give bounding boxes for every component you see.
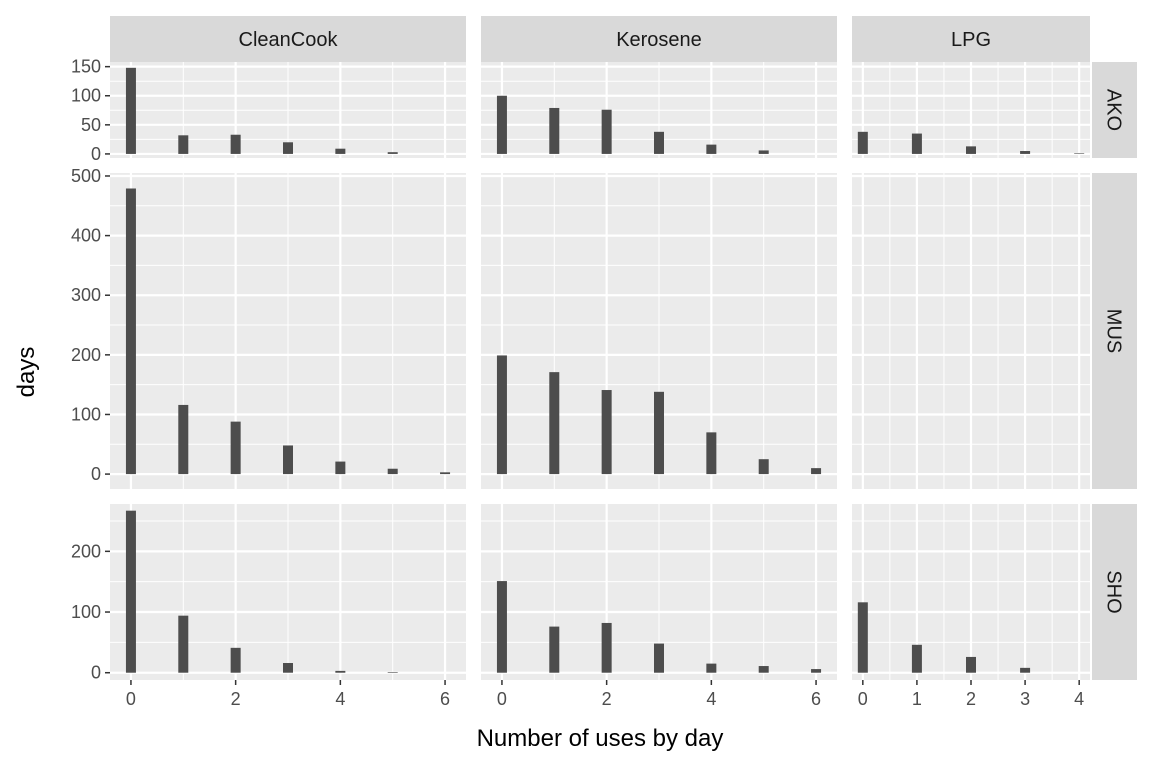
- x-tick-label-kerosene-4: 4: [706, 689, 716, 709]
- bar-sho-lpg-3: [1020, 667, 1031, 673]
- x-tick-label-kerosene-6: 6: [811, 689, 821, 709]
- x-tick-label-kerosene-0: 0: [497, 689, 507, 709]
- bar-sho-cleancook-3: [283, 663, 293, 673]
- x-tick-label-lpg-1: 1: [912, 689, 922, 709]
- bar-sho-kerosene-6: [811, 669, 822, 673]
- bar-ako-lpg-3: [1020, 151, 1031, 154]
- bar-sho-kerosene-1: [549, 626, 560, 673]
- bar-mus-kerosene-5: [758, 459, 769, 475]
- strip-col-label-lpg: LPG: [951, 29, 991, 51]
- x-tick-label-lpg-0: 0: [858, 689, 868, 709]
- panel-sho-cleancook: [110, 504, 466, 680]
- bar-ako-lpg-4: [1074, 153, 1085, 154]
- y-tick-label-mus-200: 200: [71, 345, 101, 365]
- x-tick-label-cleancook-2: 2: [231, 689, 241, 709]
- bar-sho-cleancook-4: [335, 670, 346, 673]
- strip-row-label-ako: AKO: [1103, 89, 1125, 131]
- y-tick-label-sho-0: 0: [91, 663, 101, 683]
- bar-mus-kerosene-1: [549, 372, 560, 475]
- panel-sho-lpg: [852, 504, 1090, 680]
- strip-row-mus: [1092, 173, 1137, 489]
- bar-ako-kerosene-0: [496, 95, 507, 154]
- bar-mus-cleancook-6: [440, 472, 451, 475]
- bar-mus-kerosene-4: [706, 432, 717, 475]
- y-tick-label-sho-200: 200: [71, 541, 101, 561]
- strip-col-lpg: [852, 16, 1090, 62]
- panel-mus-lpg: [852, 173, 1090, 489]
- x-tick-label-lpg-2: 2: [966, 689, 976, 709]
- strip-row-label-sho: SHO: [1103, 570, 1125, 613]
- bar-ako-kerosene-1: [549, 107, 560, 154]
- panel-mus-kerosene: [481, 173, 837, 489]
- x-tick-label-cleancook-4: 4: [335, 689, 345, 709]
- strip-row-label-mus: MUS: [1103, 309, 1125, 353]
- panel-ako-lpg: [852, 62, 1090, 158]
- bar-sho-kerosene-5: [758, 666, 769, 673]
- y-tick-label-ako-150: 150: [71, 57, 101, 77]
- y-tick-label-sho-100: 100: [71, 602, 101, 622]
- strip-col-cleancook: [110, 16, 466, 62]
- bar-ako-lpg-2: [966, 146, 976, 154]
- panel-sho-kerosene: [481, 504, 837, 680]
- bar-mus-cleancook-3: [283, 445, 293, 475]
- bar-sho-kerosene-3: [654, 643, 664, 673]
- bar-ako-cleancook-4: [335, 148, 346, 154]
- panel-mus-cleancook: [110, 173, 466, 489]
- x-tick-label-cleancook-6: 6: [440, 689, 450, 709]
- bar-mus-cleancook-0: [125, 188, 136, 475]
- bar-sho-cleancook-2: [230, 647, 241, 673]
- y-tick-label-mus-0: 0: [91, 464, 101, 484]
- bar-mus-kerosene-2: [601, 390, 612, 475]
- bar-ako-cleancook-0: [125, 67, 136, 154]
- bar-ako-cleancook-3: [283, 142, 293, 154]
- x-tick-label-lpg-4: 4: [1074, 689, 1084, 709]
- x-tick-label-lpg-3: 3: [1020, 689, 1030, 709]
- bar-mus-cleancook-5: [387, 468, 398, 475]
- bar-mus-cleancook-4: [335, 461, 346, 475]
- bar-mus-kerosene-6: [811, 468, 822, 475]
- bar-mus-kerosene-3: [654, 391, 664, 475]
- bar-ako-lpg-1: [911, 133, 922, 154]
- bar-ako-kerosene-3: [654, 131, 664, 154]
- bar-ako-kerosene-2: [601, 109, 612, 154]
- bar-mus-cleancook-2: [230, 421, 241, 475]
- y-tick-label-ako-0: 0: [91, 144, 101, 164]
- bar-sho-lpg-0: [857, 602, 868, 673]
- bar-sho-kerosene-4: [706, 663, 717, 673]
- y-tick-label-mus-300: 300: [71, 285, 101, 305]
- strip-col-label-kerosene: Kerosene: [616, 29, 702, 51]
- bar-ako-lpg-0: [857, 131, 868, 154]
- panel-ako-cleancook: [110, 62, 466, 158]
- y-tick-label-ako-100: 100: [71, 86, 101, 106]
- y-axis-title: days: [13, 347, 40, 398]
- bar-mus-cleancook-1: [178, 404, 189, 475]
- bar-ako-kerosene-4: [706, 144, 717, 154]
- strip-row-ako: [1092, 62, 1137, 158]
- bar-ako-kerosene-5: [758, 150, 769, 154]
- x-tick-label-kerosene-2: 2: [602, 689, 612, 709]
- x-axis-title: Number of uses by day: [477, 725, 724, 752]
- strip-col-kerosene: [481, 16, 837, 62]
- bar-sho-cleancook-1: [178, 615, 189, 673]
- panel-ako-kerosene: [481, 62, 837, 158]
- bar-sho-lpg-2: [966, 656, 976, 673]
- facet-grid: CleanCook Kerosene LPGAKOMUSSHO05010015001…: [71, 16, 1137, 709]
- strip-row-sho: [1092, 504, 1137, 680]
- y-tick-label-ako-50: 50: [81, 115, 101, 135]
- bar-sho-cleancook-5: [387, 672, 398, 673]
- bar-ako-cleancook-2: [230, 134, 241, 154]
- strip-col-label-cleancook: CleanCook: [239, 29, 339, 51]
- bar-sho-kerosene-0: [496, 581, 507, 673]
- y-tick-label-mus-400: 400: [71, 226, 101, 246]
- y-tick-label-mus-100: 100: [71, 404, 101, 424]
- bar-sho-cleancook-0: [125, 510, 136, 673]
- bar-sho-lpg-1: [911, 644, 922, 673]
- bar-sho-kerosene-2: [601, 622, 612, 673]
- bar-mus-kerosene-0: [496, 355, 507, 475]
- bar-ako-cleancook-1: [178, 135, 189, 154]
- y-tick-label-mus-500: 500: [71, 166, 101, 186]
- x-tick-label-cleancook-0: 0: [126, 689, 136, 709]
- bar-ako-cleancook-5: [387, 152, 398, 154]
